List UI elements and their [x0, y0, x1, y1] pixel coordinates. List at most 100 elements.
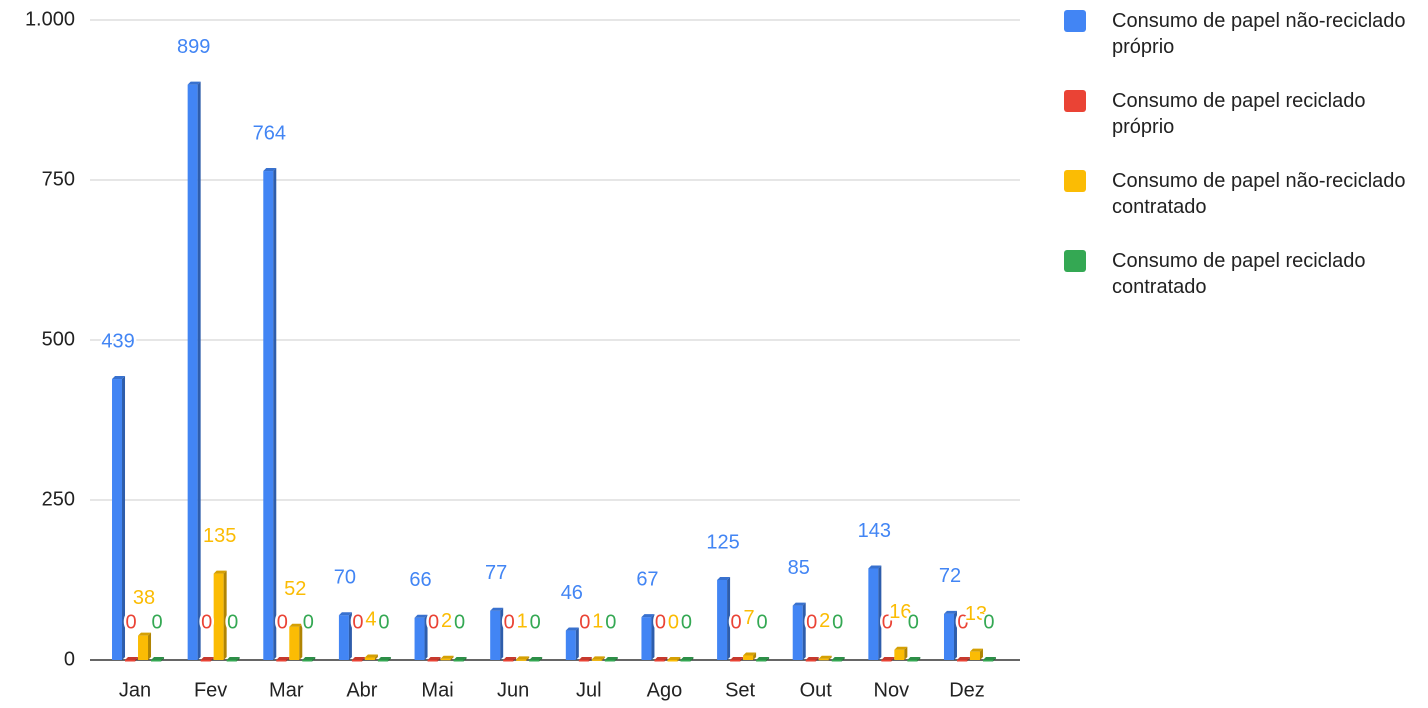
y-tick-label: 0 — [64, 648, 75, 670]
bar-face — [641, 617, 652, 660]
bar — [956, 657, 970, 662]
bar-side — [891, 657, 895, 662]
bar-face — [516, 659, 527, 661]
bar-face — [453, 660, 464, 662]
bar — [200, 657, 214, 662]
bar-face — [112, 379, 123, 660]
x-tick-label: Dez — [949, 679, 985, 701]
bar — [289, 623, 303, 660]
legend-item[interactable]: Consumo de papel não-reciclado próprio — [1064, 8, 1428, 60]
legend-label: Consumo de papel reciclado próprio — [1112, 90, 1366, 138]
bar-top — [805, 657, 819, 660]
bar-face — [982, 660, 993, 662]
bar-top — [151, 657, 165, 660]
bar — [377, 657, 391, 662]
bar-side — [236, 657, 240, 662]
bar-side — [463, 657, 467, 662]
bar-side — [753, 652, 757, 660]
bar-side — [424, 614, 428, 660]
bar — [578, 657, 592, 662]
bar-top — [503, 657, 517, 660]
bar-face — [654, 660, 665, 662]
data-label: 2 — [441, 610, 452, 632]
bar-top — [730, 657, 744, 660]
bar-face — [440, 658, 451, 661]
data-label: 4 — [365, 609, 376, 631]
data-label: 0 — [277, 611, 288, 633]
bar-side — [841, 657, 845, 662]
bar — [138, 632, 152, 660]
bar-face — [289, 626, 300, 660]
bar-face — [490, 610, 501, 660]
bar — [302, 657, 316, 662]
data-label: 0 — [983, 611, 994, 633]
y-tick-label: 750 — [42, 168, 75, 190]
bar-side — [992, 657, 996, 662]
bar-side — [917, 657, 921, 662]
data-label: 125 — [706, 531, 739, 553]
legend-label: Consumo de papel não-reciclado próprio — [1112, 10, 1406, 58]
bar-top — [427, 657, 441, 660]
bar — [503, 657, 517, 662]
bar-top — [641, 614, 655, 618]
bar — [667, 657, 681, 662]
bar-top — [667, 657, 681, 660]
data-label: 0 — [454, 611, 465, 633]
data-label: 0 — [151, 611, 162, 633]
bar-face — [717, 580, 728, 660]
legend-item[interactable]: Consumo de papel não-reciclado contratad… — [1064, 168, 1428, 220]
legend-item[interactable]: Consumo de papel reciclado contratado — [1064, 248, 1428, 300]
legend-label: Consumo de papel não-reciclado contratad… — [1112, 170, 1406, 218]
bar-side — [966, 657, 970, 662]
legend-swatch — [1064, 250, 1086, 272]
bar-top — [578, 657, 592, 660]
bar-top — [907, 657, 921, 660]
legend-item[interactable]: Consumo de papel reciclado próprio — [1064, 88, 1428, 140]
bar — [414, 614, 428, 660]
bar-face — [351, 660, 362, 662]
bar-side — [374, 654, 378, 660]
bar-side — [387, 657, 391, 662]
bar-side — [677, 657, 681, 662]
bar — [338, 612, 352, 660]
x-tick-label: Out — [800, 679, 833, 701]
bar — [125, 657, 139, 662]
bar-face — [756, 660, 767, 662]
bar-face — [805, 660, 816, 662]
x-tick-label: Jun — [497, 679, 529, 701]
bar-top — [200, 657, 214, 660]
bar-face — [276, 660, 287, 662]
data-label: 439 — [101, 330, 134, 352]
data-label: 0 — [882, 611, 893, 633]
bar-side — [286, 657, 290, 662]
data-label: 13 — [965, 603, 987, 625]
data-label: 0 — [832, 611, 843, 633]
bar-face — [377, 660, 388, 662]
bar-face — [868, 568, 879, 660]
bar — [565, 627, 579, 660]
bar-face — [427, 660, 438, 662]
bar-side — [148, 632, 152, 660]
bar-face — [213, 573, 224, 660]
bar-face — [263, 171, 274, 661]
bar-top — [351, 657, 365, 660]
bar — [187, 81, 201, 660]
y-tick-label: 1.000 — [25, 8, 75, 30]
bar — [792, 602, 806, 660]
bar — [364, 654, 378, 660]
bar-side — [575, 627, 579, 660]
bar — [717, 577, 731, 660]
data-label: 0 — [125, 611, 136, 633]
bar — [276, 657, 290, 662]
bar-side — [727, 577, 731, 660]
bar-face — [792, 605, 803, 660]
bar-face — [894, 649, 905, 660]
bar-face — [680, 660, 691, 662]
bar — [818, 655, 832, 661]
bar-side — [299, 623, 303, 660]
data-label: 899 — [177, 36, 210, 58]
bar-side — [450, 655, 454, 661]
bar-side — [904, 646, 908, 660]
bar — [213, 570, 227, 660]
